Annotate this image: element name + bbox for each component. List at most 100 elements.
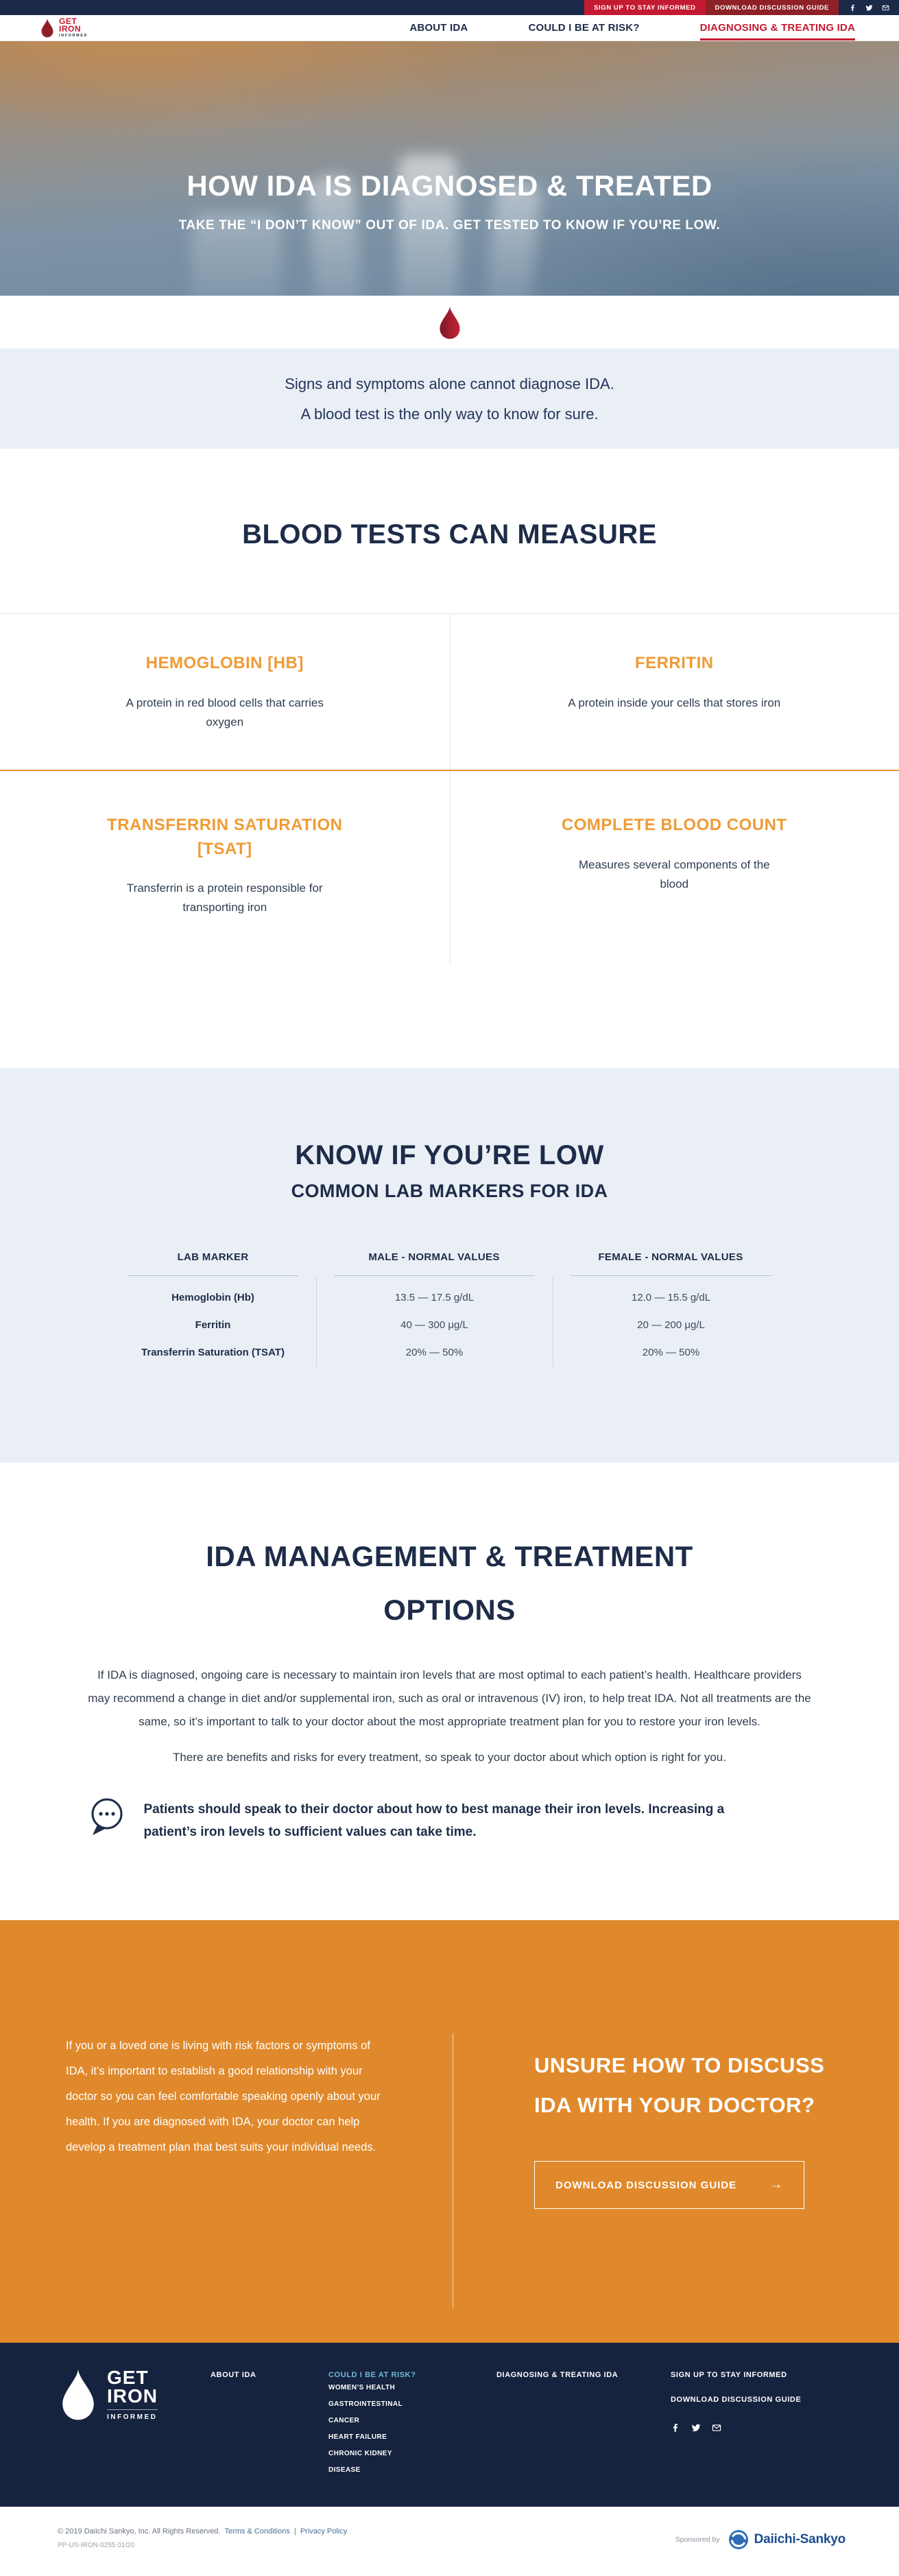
male-value-cell: 40 — 300 μg/L (400, 1319, 468, 1331)
intro-line-2: A blood test is the only way to know for… (300, 405, 599, 423)
daiichi-sankyo-wordmark: Daiichi-Sankyo (754, 2532, 846, 2547)
female-value-cell: 20% — 50% (642, 1347, 700, 1358)
email-icon[interactable] (712, 2423, 721, 2433)
table-header-row: LAB MARKER MALE - NORMAL VALUES FEMALE -… (110, 1251, 789, 1276)
facebook-icon[interactable] (671, 2423, 680, 2433)
footer-link-could-i-be-at-risk[interactable]: COULD I BE AT RISK? (328, 2371, 416, 2379)
management-copy: If IDA is diagnosed, ongoing care is nec… (88, 1664, 812, 1769)
sponsor-block: Sponsored by Daiichi-Sankyo (675, 2527, 846, 2552)
test-description: A protein in red blood cells that carrie… (125, 696, 324, 729)
blood-tests-title: BLOOD TESTS CAN MEASURE (242, 519, 657, 550)
test-heading: COMPLETE BLOOD COUNT (561, 815, 787, 834)
footer-column-actions: SIGN UP TO STAY INFORMED DOWNLOAD DISCUS… (671, 2370, 801, 2433)
management-section: IDA MANAGEMENT & TREATMENT OPTIONS If ID… (0, 1463, 899, 1920)
logo-wordmark: GET IRON INFORMED (59, 16, 88, 38)
job-code: PP-US-IRON-0255 01/20 (58, 2542, 135, 2549)
footer-link-about-ida[interactable]: ABOUT IDA (211, 2371, 256, 2379)
nav-about-ida[interactable]: ABOUT IDA (409, 22, 468, 34)
orange-divider (0, 769, 899, 771)
legal-bar: © 2019 Daiichi Sankyo, Inc. All Rights R… (0, 2507, 899, 2576)
footer-logo-wordmark: GET IRON INFORMED (107, 2366, 158, 2421)
test-card-hemoglobin: HEMOGLOBIN [HB] A protein in red blood c… (0, 614, 450, 770)
privacy-link[interactable]: Privacy Policy (300, 2527, 348, 2536)
doctor-discussion-content: If you or a loved one is living with ris… (0, 1920, 899, 2308)
column-male-values: 13.5 — 17.5 g/dL 40 — 300 μg/L 20% — 50% (315, 1276, 553, 1367)
hero-blur-shape (192, 213, 281, 296)
test-heading: FERRITIN (634, 654, 714, 672)
doctor-discussion-heading: UNSURE HOW TO DISCUSS IDA WITH YOUR DOCT… (534, 2053, 825, 2117)
footer-link-download-guide[interactable]: DOWNLOAD DISCUSSION GUIDE (671, 2396, 802, 2404)
intro-line-1: Signs and symptoms alone cannot diagnose… (285, 375, 614, 392)
male-value-cell: 13.5 — 17.5 g/dL (394, 1292, 475, 1303)
test-description: Transferrin is a protein responsible for… (126, 882, 323, 914)
legal-left: © 2019 Daiichi Sankyo, Inc. All Rights R… (58, 2527, 347, 2576)
footer-link-chronic-kidney-disease[interactable]: CHRONIC KIDNEY DISEASE (328, 2450, 392, 2474)
column-header-female-values: FEMALE - NORMAL VALUES (553, 1251, 789, 1276)
footer-link-signup[interactable]: SIGN UP TO STAY INFORMED (671, 2371, 787, 2379)
footer-link-heart-failure[interactable]: HEART FAILURE (328, 2433, 387, 2442)
hero-content: HOW IDA IS DIAGNOSED & TREATED TAKE THE … (0, 41, 899, 233)
nav-links: ABOUT IDA COULD I BE AT RISK? DIAGNOSING… (409, 15, 855, 40)
utility-bar: SIGN UP TO STAY INFORMED DOWNLOAD DISCUS… (0, 0, 899, 15)
page-subtitle: TAKE THE “I DON’T KNOW” OUT OF IDA. GET … (178, 218, 721, 233)
blood-tests-section: BLOOD TESTS CAN MEASURE HEMOGLOBIN [HB] … (0, 449, 899, 1068)
footer-link-diagnosing-treating-ida[interactable]: DIAGNOSING & TREATING IDA (496, 2371, 619, 2379)
hero-section: HOW IDA IS DIAGNOSED & TREATED TAKE THE … (0, 41, 899, 296)
doctor-discussion-paragraph: If you or a loved one is living with ris… (66, 2040, 381, 2153)
lab-marker-cell: Hemoglobin (Hb) (171, 1292, 254, 1303)
sponsored-by-label: Sponsored by (675, 2536, 720, 2544)
blood-tests-grid: HEMOGLOBIN [HB] A protein in red blood c… (0, 613, 899, 965)
test-description: Measures several components of the blood (578, 858, 770, 890)
download-discussion-guide-button[interactable]: DOWNLOAD DISCUSSION GUIDE → (534, 2161, 805, 2209)
test-heading: HEMOGLOBIN [HB] (145, 654, 304, 672)
twitter-icon[interactable] (862, 0, 876, 15)
logo-word-get: GET (59, 16, 77, 26)
management-title-line-1: IDA MANAGEMENT & TREATMENT (206, 1540, 693, 1572)
column-female-values: 12.0 — 15.5 g/dL 20 — 200 μg/L 20% — 50% (552, 1276, 789, 1367)
footer-column-about: ABOUT IDA (211, 2370, 256, 2380)
daiichi-sankyo-mark-icon (728, 2530, 748, 2549)
terms-link[interactable]: Terms & Conditions (224, 2527, 290, 2536)
blood-tests-row-1: HEMOGLOBIN [HB] A protein in red blood c… (0, 614, 899, 770)
callout-text: Patients should speak to their doctor ab… (143, 1802, 725, 1840)
arrow-right-icon: → (769, 2177, 784, 2192)
footer-link-gastrointestinal-cancer[interactable]: GASTROINTESTINAL CANCER (328, 2400, 403, 2425)
signup-button[interactable]: SIGN UP TO STAY INFORMED (584, 0, 706, 15)
test-card-cbc: COMPLETE BLOOD COUNT Measures several co… (450, 771, 899, 966)
footer-column-diagnosing: DIAGNOSING & TREATING IDA (496, 2370, 618, 2380)
site-logo[interactable]: GET IRON INFORMED (40, 15, 88, 40)
test-description: A protein inside your cells that stores … (568, 696, 781, 709)
daiichi-sankyo-logo[interactable]: Daiichi-Sankyo (728, 2529, 846, 2550)
facebook-icon[interactable] (846, 0, 859, 15)
social-links (839, 0, 899, 15)
logo-word-iron: IRON (59, 23, 81, 34)
intro-section: Signs and symptoms alone cannot diagnose… (0, 348, 899, 449)
lab-marker-cell: Ferritin (195, 1319, 231, 1331)
test-card-ferritin: FERRITIN A protein inside your cells tha… (450, 614, 899, 770)
copyright-line: © 2019 Daiichi Sankyo, Inc. All Rights R… (58, 2527, 347, 2536)
lab-markers-table: LAB MARKER MALE - NORMAL VALUES FEMALE -… (110, 1251, 789, 1367)
lab-markers-subtitle: COMMON LAB MARKERS FOR IDA (291, 1181, 608, 1201)
lab-markers-section: KNOW IF YOU’RE LOW COMMON LAB MARKERS FO… (0, 1068, 899, 1463)
nav-could-i-be-at-risk[interactable]: COULD I BE AT RISK? (528, 22, 640, 34)
column-header-lab-marker: LAB MARKER (110, 1251, 316, 1276)
copyright-text: © 2019 Daiichi Sankyo, Inc. All Rights R… (58, 2527, 221, 2536)
speech-bubble-icon (91, 1798, 122, 1836)
female-value-cell: 20 — 200 μg/L (637, 1319, 705, 1331)
column-lab-marker: Hemoglobin (Hb) Ferritin Transferrin Sat… (110, 1276, 316, 1367)
footer-logo[interactable]: GET IRON INFORMED (58, 2367, 158, 2421)
logo-word-iron: IRON (107, 2385, 158, 2407)
nav-diagnosing-treating-ida[interactable]: DIAGNOSING & TREATING IDA (699, 15, 855, 40)
blood-tests-row-2: TRANSFERRIN SATURATION [TSAT] Transferri… (0, 770, 899, 966)
footer: GET IRON INFORMED ABOUT IDA COULD I BE A… (0, 2343, 899, 2507)
twitter-icon[interactable] (691, 2423, 701, 2433)
logo-word-get: GET (107, 2366, 149, 2388)
email-icon[interactable] (878, 0, 892, 15)
button-label: DOWNLOAD DISCUSSION GUIDE (555, 2179, 737, 2191)
main-nav: GET IRON INFORMED ABOUT IDA COULD I BE A… (0, 15, 899, 41)
lab-marker-cell: Transferrin Saturation (TSAT) (141, 1347, 285, 1358)
page-title: HOW IDA IS DIAGNOSED & TREATED (187, 169, 712, 202)
footer-link-womens-health[interactable]: WOMEN’S HEALTH (328, 2384, 396, 2392)
download-guide-button[interactable]: DOWNLOAD DISCUSSION GUIDE (705, 0, 839, 15)
male-value-cell: 20% — 50% (405, 1347, 464, 1358)
